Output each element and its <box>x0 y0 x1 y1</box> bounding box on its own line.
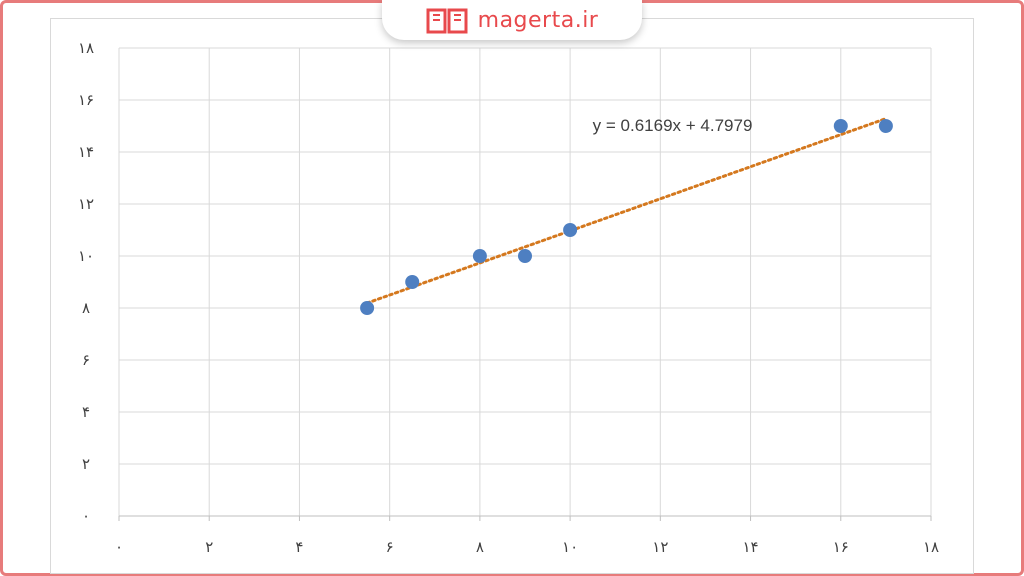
x-tick-label: ۸ <box>476 538 484 556</box>
y-tick-label: ۰ <box>82 507 90 525</box>
y-tick-label: ۲ <box>82 455 90 473</box>
x-tick-label: ۰ <box>115 538 123 556</box>
chart-panel <box>50 18 974 574</box>
x-tick-label: ۱۶ <box>833 538 849 556</box>
data-point <box>405 275 420 289</box>
data-point <box>472 249 487 263</box>
x-tick-label: ۱۲ <box>652 538 668 556</box>
x-tick-label: ۱۴ <box>742 538 758 556</box>
y-tick-label: ۱۶ <box>78 91 94 109</box>
grid-lines <box>118 47 932 517</box>
y-axis-tick-labels: ۰ ۲ ۴ ۶ ۸ ۱۰ ۱۲ ۱۴ ۱۶ ۱۸ <box>78 39 94 525</box>
y-tick-label: ۱۸ <box>78 39 94 57</box>
data-point <box>563 223 578 237</box>
x-axis-tick-labels: ۰ ۲ ۴ ۶ ۸ ۱۰ ۱۲ ۱۴ ۱۶ ۱۸ <box>115 538 939 556</box>
y-tick-label: ۴ <box>82 403 90 421</box>
trendline-group <box>365 117 888 305</box>
data-point <box>878 119 893 133</box>
open-book-icon <box>426 8 468 34</box>
brand-name: magerta.ir <box>477 7 599 33</box>
x-tick-label: ۲ <box>205 538 213 556</box>
y-tick-label: ۱۰ <box>78 247 94 265</box>
y-tick-label: ۸ <box>82 299 90 317</box>
axes <box>118 515 932 521</box>
data-point <box>518 249 532 263</box>
x-tick-label: ۴ <box>295 538 303 556</box>
y-tick-label: ۱۴ <box>78 143 94 161</box>
x-tick-label: ۶ <box>386 538 394 556</box>
linear-trendline <box>365 117 888 305</box>
y-tick-label: ۶ <box>82 351 90 369</box>
brand-badge[interactable]: magerta.ir <box>382 0 642 40</box>
x-tick-label: ۱۸ <box>923 538 939 556</box>
x-tick-label: ۱۰ <box>562 538 578 556</box>
data-point <box>833 119 848 133</box>
data-point <box>360 301 375 315</box>
data-points <box>360 119 893 315</box>
y-tick-label: ۱۲ <box>78 195 94 213</box>
trendline-equation-label: y = 0.6169x + 4.7979 <box>593 116 753 135</box>
